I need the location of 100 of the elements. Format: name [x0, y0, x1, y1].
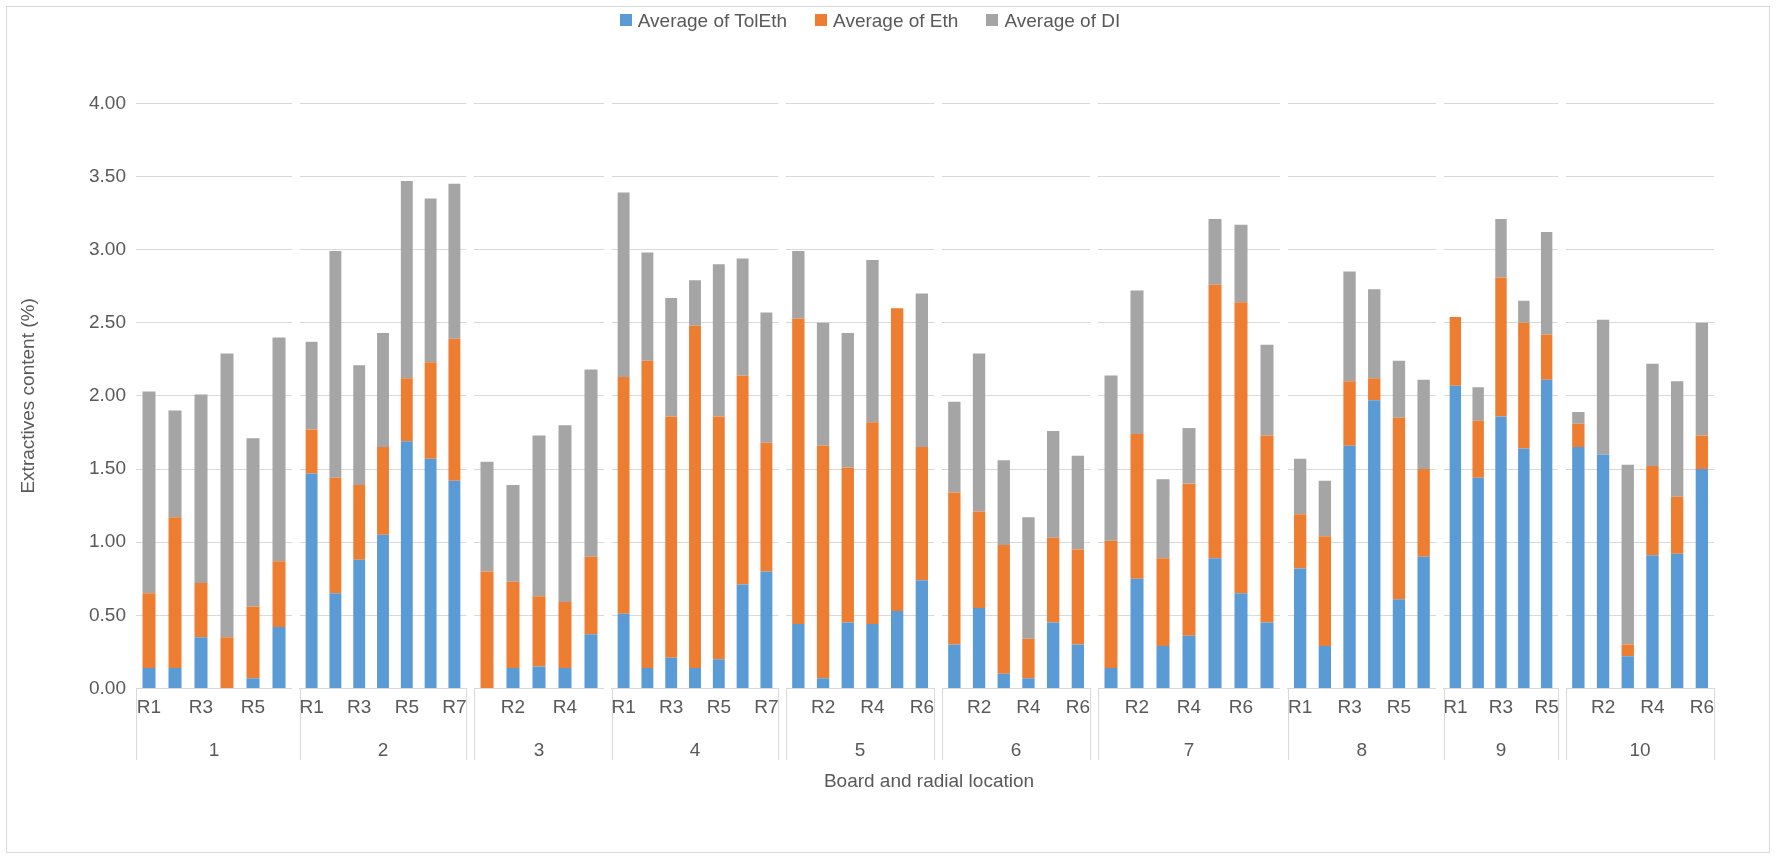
bar: [194, 637, 208, 688]
bar: [1596, 454, 1610, 688]
bar: [246, 438, 260, 607]
x-axis-title: 5: [854, 738, 866, 760]
bar: [1104, 540, 1118, 668]
bar: [329, 251, 342, 478]
bar: [972, 511, 986, 608]
bar: [246, 606, 260, 679]
bar: [506, 485, 520, 582]
x-tick-label: R5: [706, 696, 731, 718]
bar: [1472, 477, 1484, 688]
bar: [1518, 300, 1530, 323]
bar: [841, 622, 854, 688]
bar: [168, 517, 182, 668]
bar: [558, 425, 572, 603]
bar: [305, 473, 318, 688]
x-tick-label: R3: [1337, 696, 1362, 718]
bar: [1130, 290, 1144, 434]
bar: [1596, 319, 1610, 455]
bar: [841, 333, 854, 468]
bar: [841, 467, 854, 623]
bar: [377, 534, 389, 688]
bar: [997, 460, 1010, 546]
bar: [142, 391, 156, 594]
legend-label: Average of TolEth: [636, 10, 788, 32]
legend-label: Average of Eth: [832, 10, 959, 32]
bar: [1208, 218, 1222, 285]
bar: [972, 607, 986, 688]
bar: [689, 667, 701, 688]
x-tick-label: R5: [1386, 696, 1412, 718]
bar: [1234, 224, 1248, 303]
bar: [448, 338, 461, 481]
bar: [448, 183, 461, 339]
x-tick-label: R4: [1016, 696, 1042, 718]
bar: [1293, 514, 1307, 569]
bar: [1621, 464, 1634, 645]
x-tick-label: R1: [1443, 696, 1468, 718]
bar: [1022, 678, 1035, 688]
bar: [948, 644, 961, 688]
x-tick-label: R1: [299, 696, 324, 718]
x-tick-label: R6: [1228, 696, 1254, 718]
y-tick-label: 0.00: [89, 676, 126, 698]
bar: [1156, 479, 1170, 559]
bar: [1540, 379, 1553, 688]
x-axis-title: 3: [533, 738, 545, 760]
bar: [792, 251, 805, 319]
x-tick-label: R4: [860, 696, 886, 718]
bar: [1695, 435, 1709, 470]
bar: [712, 659, 725, 688]
bar: [641, 360, 654, 668]
bar: [1392, 417, 1406, 600]
x-axis-title: 9: [1495, 738, 1507, 760]
x-tick-label: R4: [552, 696, 578, 718]
bar: [866, 259, 879, 423]
bar: [641, 252, 654, 361]
y-tick-label: 3.50: [89, 164, 126, 186]
x-tick-label: R1: [136, 696, 162, 718]
y-tick-label: 2.00: [89, 384, 126, 406]
bar: [890, 610, 904, 688]
bar: [1392, 360, 1406, 418]
bar: [532, 435, 546, 597]
bar: [329, 477, 342, 594]
bar: [584, 556, 598, 635]
bar: [480, 461, 494, 572]
bar: [736, 584, 749, 688]
bar: [1046, 537, 1060, 623]
bar: [1368, 400, 1381, 688]
bar: [1572, 447, 1585, 688]
x-tick-label: R5: [1534, 696, 1559, 718]
x-axis-title: 2: [377, 738, 389, 760]
y-tick-label: 2.50: [89, 311, 126, 333]
x-axis-title: 8: [1356, 738, 1368, 760]
bar: [220, 353, 234, 638]
bar: [1670, 381, 1684, 497]
x-tick-label: R1: [1288, 696, 1313, 718]
bar: [1621, 656, 1634, 688]
x-tick-label: R3: [188, 696, 214, 718]
bar: [972, 353, 986, 512]
bar: [1449, 316, 1462, 386]
bar: [424, 198, 437, 363]
bar: [1646, 555, 1659, 688]
bar: [915, 293, 929, 448]
bar: [353, 559, 366, 688]
bar: [194, 394, 208, 584]
bar: [760, 312, 773, 443]
legend-label: Average of DI: [1003, 10, 1121, 32]
x-tick-label: R2: [1124, 696, 1150, 718]
bar: [1318, 536, 1332, 646]
bar: [329, 593, 342, 688]
bar: [506, 667, 520, 688]
bar: [816, 678, 830, 688]
bar: [890, 308, 904, 611]
bar: [1417, 469, 1430, 557]
bar: [1472, 387, 1484, 421]
x-tick-label: R4: [1640, 696, 1666, 718]
bar: [353, 485, 366, 560]
bar: [792, 624, 805, 688]
bar: [866, 422, 879, 625]
x-axis-title: 6: [1010, 738, 1022, 760]
y-tick-label: 4.00: [89, 91, 126, 113]
